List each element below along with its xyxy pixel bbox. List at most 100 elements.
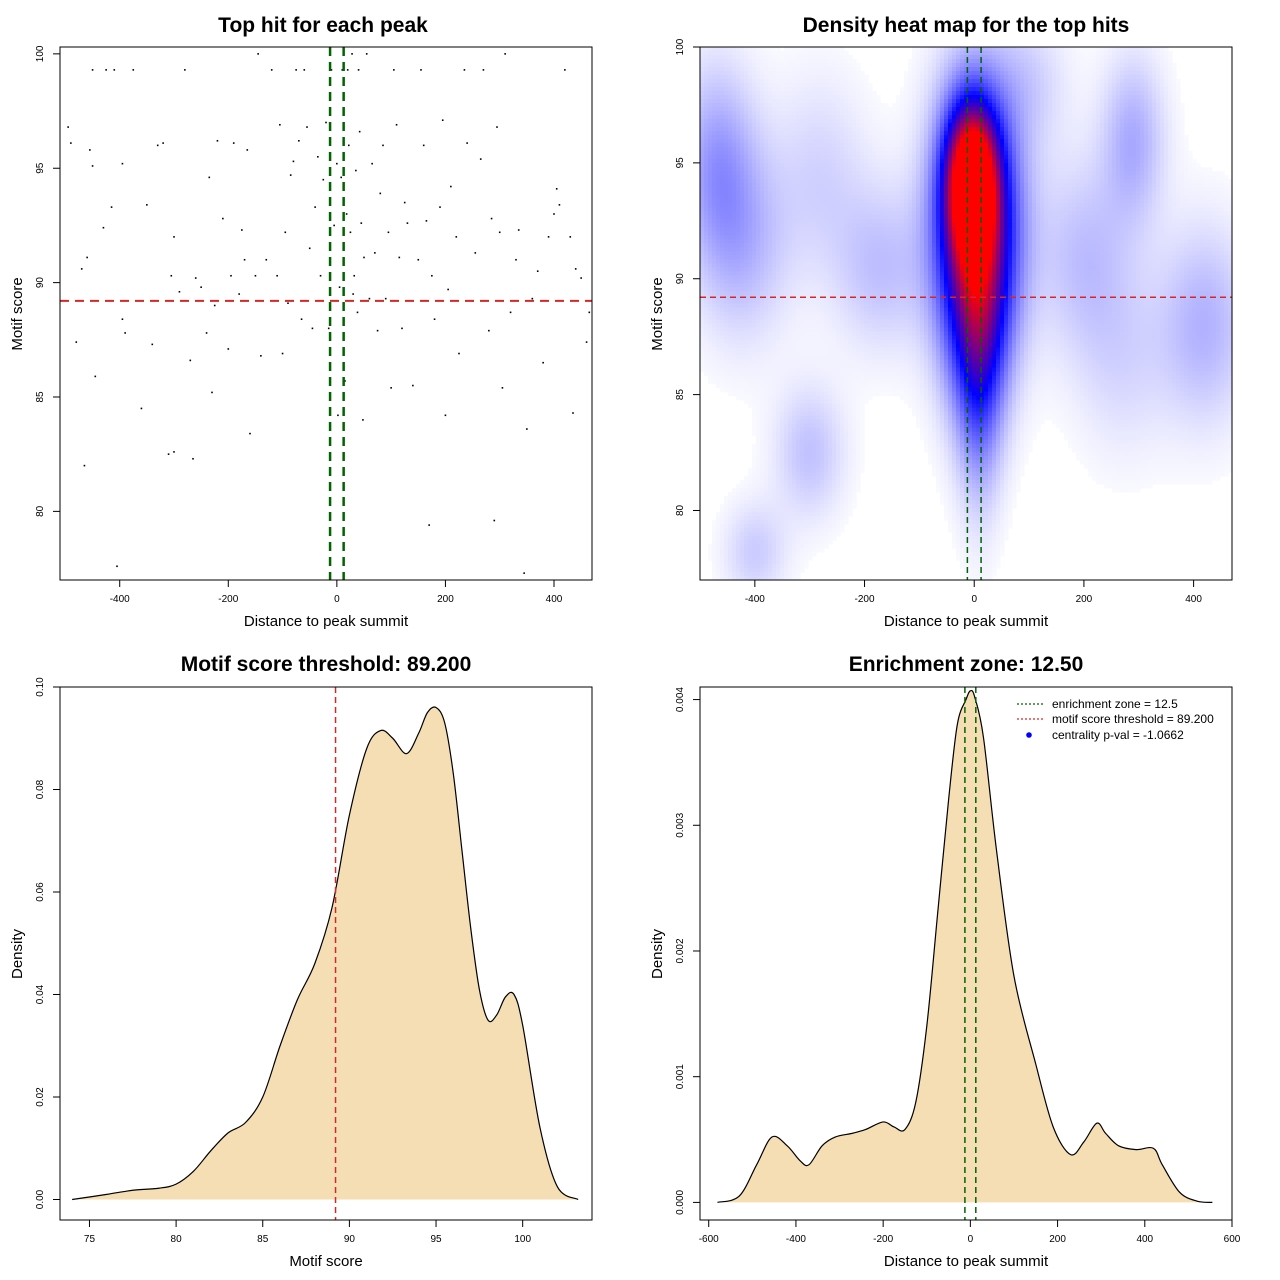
heatmap-cell bbox=[956, 167, 961, 172]
heatmap-cell bbox=[720, 63, 725, 68]
heatmap-cell bbox=[900, 107, 905, 112]
heatmap-cell bbox=[1152, 55, 1157, 60]
heatmap-cell bbox=[1016, 147, 1021, 152]
heatmap-cell bbox=[1116, 99, 1121, 104]
scatter-point bbox=[140, 407, 143, 410]
heatmap-cell bbox=[788, 163, 793, 168]
heatmap-cell bbox=[712, 67, 717, 72]
heatmap-cell bbox=[712, 159, 717, 164]
heatmap-cell bbox=[1120, 75, 1125, 80]
heatmap-cell bbox=[712, 91, 717, 96]
heatmap-cell bbox=[1024, 119, 1029, 124]
heatmap-cell bbox=[1176, 127, 1181, 132]
heatmap-cell bbox=[880, 139, 885, 144]
heatmap-cell bbox=[808, 79, 813, 84]
heatmap-cell bbox=[1152, 203, 1157, 208]
heatmap-cell bbox=[1092, 67, 1097, 72]
heatmap-cell bbox=[716, 183, 721, 188]
heatmap-cell bbox=[1100, 179, 1105, 184]
heatmap-cell bbox=[1084, 199, 1089, 204]
heatmap-cell bbox=[932, 111, 937, 116]
heatmap-cell bbox=[1012, 167, 1017, 172]
scatter-point bbox=[337, 414, 339, 417]
heatmap-cell bbox=[1116, 59, 1121, 64]
scatter-point bbox=[156, 144, 159, 147]
heatmap-cell bbox=[1072, 131, 1077, 136]
heatmap-cell bbox=[792, 179, 797, 184]
heatmap-cell bbox=[1212, 199, 1217, 204]
heatmap-cell bbox=[1124, 59, 1129, 64]
heatmap-cell bbox=[888, 127, 893, 132]
heatmap-cell bbox=[1020, 75, 1025, 80]
heatmap-cell bbox=[1016, 119, 1021, 124]
heatmap-cell bbox=[856, 167, 861, 172]
heatmap-cell bbox=[1032, 171, 1037, 176]
heatmap-cell bbox=[928, 151, 933, 156]
heatmap-cell bbox=[880, 203, 885, 208]
heatmap-cell bbox=[808, 167, 813, 172]
heatmap-cell bbox=[740, 151, 745, 156]
heatmap-cell bbox=[1092, 147, 1097, 152]
heatmap-cell bbox=[1132, 195, 1137, 200]
heatmap-cell bbox=[760, 103, 765, 108]
heatmap-cell bbox=[1148, 135, 1153, 140]
heatmap-cell bbox=[928, 203, 933, 208]
heatmap-cell bbox=[1112, 47, 1117, 52]
heatmap-cell bbox=[1160, 51, 1165, 56]
heatmap-cell bbox=[720, 71, 725, 76]
heatmap-cell bbox=[784, 95, 789, 100]
heatmap-cell bbox=[724, 187, 729, 192]
heatmap-cell bbox=[1172, 155, 1177, 160]
heatmap-cell bbox=[1144, 127, 1149, 132]
heatmap-cell bbox=[980, 135, 985, 140]
heatmap-cell bbox=[1008, 187, 1013, 192]
heatmap-cell bbox=[940, 191, 945, 196]
heatmap-cell bbox=[1056, 151, 1061, 156]
heatmap-cell bbox=[1060, 63, 1065, 68]
heatmap-cell bbox=[736, 67, 741, 72]
heatmap-cell bbox=[940, 127, 945, 132]
heatmap-cell bbox=[1048, 119, 1053, 124]
heatmap-cell bbox=[964, 139, 969, 144]
heatmap-cell bbox=[728, 111, 733, 116]
heatmap-cell bbox=[768, 83, 773, 88]
heatmap-cell bbox=[1224, 203, 1229, 208]
heatmap-cell bbox=[952, 203, 957, 208]
heatmap-cell bbox=[740, 63, 745, 68]
heatmap-cell bbox=[820, 71, 825, 76]
heatmap-cell bbox=[740, 95, 745, 100]
heatmap-cell bbox=[1148, 195, 1153, 200]
heatmap-cell bbox=[1096, 159, 1101, 164]
scatter-point bbox=[116, 565, 118, 568]
heatmap-cell bbox=[1164, 183, 1169, 188]
heatmap-cell bbox=[776, 99, 781, 104]
heatmap-cell bbox=[712, 179, 717, 184]
heatmap-cell bbox=[1088, 79, 1093, 84]
scatter-point bbox=[352, 293, 354, 295]
heatmap-cell bbox=[1132, 199, 1137, 204]
heatmap-cell bbox=[956, 159, 961, 164]
heatmap-cell bbox=[1228, 187, 1233, 192]
heatmap-cell bbox=[1164, 95, 1169, 100]
heatmap-cell bbox=[788, 67, 793, 72]
heatmap-cell bbox=[1172, 131, 1177, 136]
heatmap-cell bbox=[1168, 75, 1173, 80]
heatmap-cell bbox=[904, 131, 909, 136]
heatmap-cell bbox=[840, 135, 845, 140]
heatmap-cell bbox=[760, 179, 765, 184]
heatmap-cell bbox=[868, 179, 873, 184]
heatmap-cell bbox=[808, 83, 813, 88]
heatmap-cell bbox=[1160, 111, 1165, 116]
heatmap-cell bbox=[844, 163, 849, 168]
heatmap-cell bbox=[736, 99, 741, 104]
heatmap-cell bbox=[868, 155, 873, 160]
heatmap-cell bbox=[864, 75, 869, 80]
heatmap-cell bbox=[1116, 55, 1121, 60]
heatmap-cell bbox=[824, 135, 829, 140]
heatmap-cell bbox=[908, 151, 913, 156]
heatmap-cell bbox=[996, 199, 1001, 204]
heatmap-cell bbox=[912, 119, 917, 124]
heatmap-cell bbox=[752, 187, 757, 192]
heatmap-cell bbox=[792, 159, 797, 164]
heatmap-cell bbox=[1000, 127, 1005, 132]
